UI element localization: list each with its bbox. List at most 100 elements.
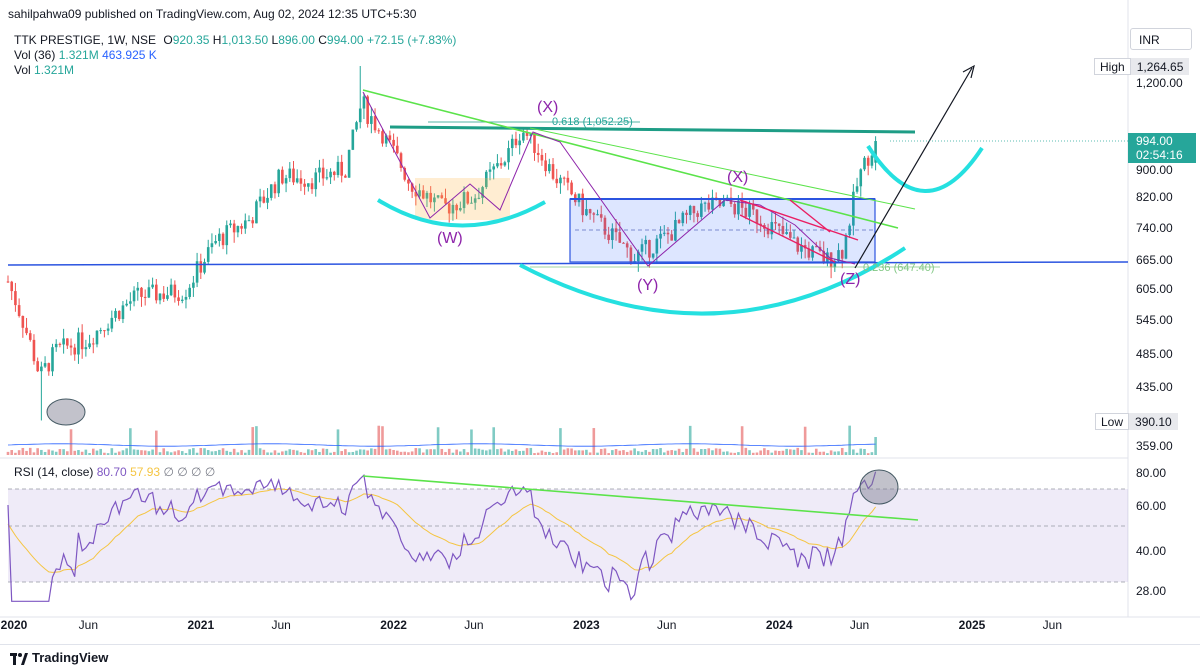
low-badge-value: 390.10 [1129, 413, 1178, 430]
volume-bar [570, 448, 573, 455]
candle-body [455, 204, 458, 211]
candle-body [199, 261, 203, 273]
vol36-label[interactable]: Vol (36) [14, 48, 56, 62]
candle-body [425, 192, 429, 199]
volume-bar [484, 450, 488, 455]
volume-bar [536, 452, 540, 455]
candle-body [366, 96, 369, 124]
candle-body [314, 172, 318, 190]
volume-bar [347, 452, 351, 455]
time-axis[interactable]: 2020 Jun 2021 Jun 2022 Jun 2023 Jun 2024 Jun 2025 J… [0, 618, 1128, 638]
candle-body [566, 177, 570, 183]
projection-arrow [854, 67, 973, 269]
volume-bar [811, 452, 814, 455]
candle-body [421, 190, 425, 199]
volume-bar [221, 448, 225, 455]
candle-body [62, 338, 65, 345]
volume-bar [277, 452, 280, 455]
volume-bar [117, 451, 121, 455]
volume-bar [800, 450, 803, 455]
candle-body [603, 217, 607, 235]
candle-body [410, 183, 414, 192]
w-pattern-box [415, 178, 510, 220]
volume-bar [91, 448, 95, 455]
candle-body [640, 244, 644, 252]
candle-body [462, 192, 466, 209]
candle-body [114, 310, 117, 318]
fib-618-label: 0.618 (1,052.25) [552, 116, 633, 128]
candle-body [284, 178, 288, 184]
candle-body [662, 232, 666, 234]
volume-bar [711, 450, 714, 455]
volume-bar [666, 450, 670, 455]
candle-body [132, 290, 136, 302]
candle-body [403, 167, 407, 180]
volume-bar [611, 450, 614, 455]
candle-body [436, 195, 440, 198]
time-axis-label: 2023 [573, 618, 600, 632]
volume-bar [447, 448, 451, 455]
volume-bar [470, 429, 473, 455]
volume-bar [718, 448, 722, 455]
candle-body [299, 178, 303, 184]
volume-bar [566, 448, 570, 455]
volume-bar [507, 449, 510, 455]
volume-bar [640, 451, 644, 455]
candle-body [688, 205, 692, 215]
elliott-wave-path [362, 91, 856, 267]
volume-bar [188, 449, 191, 455]
volume-bar [58, 449, 62, 455]
candle-body [618, 232, 622, 243]
candle-body [292, 168, 295, 183]
volume-bar [62, 449, 65, 455]
candle-body [666, 232, 670, 235]
currency-button[interactable]: INR [1130, 28, 1192, 50]
volume-bar [863, 448, 866, 455]
rsi-ma-value: 57.93 [130, 465, 161, 479]
volume-bar [499, 448, 503, 455]
volume-bar [132, 449, 136, 455]
candle-body [651, 253, 655, 258]
candle-body [203, 261, 206, 273]
low-marker-circle [46, 398, 86, 426]
price-axis[interactable]: 1,200.00 900.00 820.00 740.00 665.00 605… [1128, 0, 1200, 630]
candle-body [336, 161, 340, 176]
symbol-text[interactable]: TTK PRESTIGE, 1W, NSE [14, 33, 157, 47]
volume-bar [218, 449, 221, 455]
candle-body [744, 207, 748, 217]
candle-body [54, 343, 58, 348]
volume-bar [192, 448, 195, 455]
rsi-line [7, 471, 877, 602]
price-tick: 435.00 [1136, 380, 1173, 394]
volume-bar [229, 451, 232, 455]
candle-body [36, 361, 39, 372]
volume-bar [158, 452, 162, 455]
candle-body [25, 327, 28, 334]
volume-bar [614, 449, 618, 455]
volume-bar [240, 450, 243, 455]
candle-body [129, 301, 132, 304]
candle-body [536, 152, 540, 155]
candle-body [755, 209, 759, 224]
candle-body [173, 284, 177, 298]
footer-brand[interactable]: TradingView [32, 650, 109, 665]
volume-bar [51, 450, 54, 455]
candle-body [659, 233, 662, 239]
candle-body [681, 212, 685, 224]
candle-body [826, 252, 829, 263]
rsi-label[interactable]: RSI (14, close) [14, 465, 94, 479]
volume-bar [95, 450, 99, 455]
cup-arc [519, 246, 907, 316]
candle-body [136, 287, 140, 291]
candle-body [43, 363, 47, 367]
volume-bar [577, 450, 581, 455]
candle-body [451, 204, 455, 214]
vol-label[interactable]: Vol [14, 63, 31, 77]
volume-bar [473, 448, 477, 455]
candle-body [444, 198, 447, 204]
volume-bar [859, 448, 863, 455]
volume-bar [32, 452, 36, 455]
candle-body [577, 193, 581, 203]
